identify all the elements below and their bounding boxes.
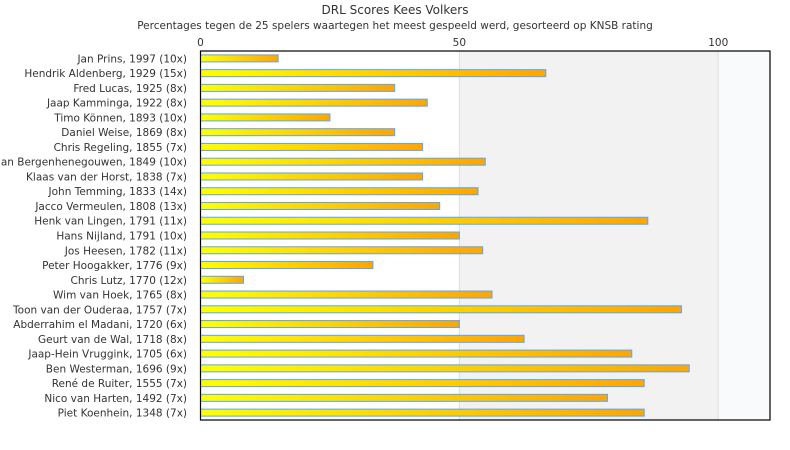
category-label: Jaap Kamminga, 1922 (8x)	[46, 98, 187, 110]
category-label: Timo Können, 1893 (10x)	[53, 112, 187, 124]
x-tick-label: 0	[197, 37, 204, 49]
bar[interactable]	[200, 290, 493, 299]
category-label: Fred Lucas, 1925 (8x)	[73, 83, 187, 95]
bar[interactable]	[200, 69, 547, 78]
bar[interactable]	[200, 364, 690, 373]
category-label: Jos Heesen, 1782 (11x)	[64, 245, 187, 257]
bar[interactable]	[200, 275, 244, 284]
category-label: Jaap-Hein Vruggink, 1705 (6x)	[27, 349, 187, 361]
category-label: Wim van Hoek, 1765 (8x)	[53, 290, 187, 302]
category-label: Abderrahim el Madani, 1720 (6x)	[13, 319, 187, 331]
bar[interactable]	[200, 231, 460, 240]
bar[interactable]	[200, 349, 633, 358]
chart-title: DRL Scores Kees Volkers	[322, 3, 469, 17]
category-label: Toon van der Ouderaa, 1757 (7x)	[12, 304, 187, 316]
bar[interactable]	[200, 305, 682, 314]
bar[interactable]	[200, 54, 279, 63]
category-label: Nico van Harten, 1492 (7x)	[44, 393, 187, 405]
category-label: Daniel Weise, 1869 (8x)	[61, 127, 187, 139]
category-label: René de Ruiter, 1555 (7x)	[52, 378, 187, 390]
bar[interactable]	[200, 334, 525, 343]
bar[interactable]	[200, 379, 645, 388]
category-label: Jan Prins, 1997 (10x)	[76, 53, 187, 65]
chart-subtitle: Percentages tegen de 25 spelers waartege…	[137, 20, 653, 32]
bar[interactable]	[200, 83, 396, 92]
category-label: Chris Lutz, 1770 (12x)	[71, 275, 187, 287]
bar[interactable]	[200, 128, 396, 137]
category-label: Hendrik Aldenberg, 1929 (15x)	[24, 68, 187, 80]
bar[interactable]	[200, 113, 331, 122]
category-label: Henk van Lingen, 1791 (11x)	[34, 216, 187, 228]
category-label: an Bergenhenegouwen, 1849 (10x)	[1, 157, 187, 169]
category-label: Klaas van der Horst, 1838 (7x)	[26, 171, 187, 183]
bar[interactable]	[200, 142, 424, 151]
bar[interactable]	[200, 157, 486, 166]
bar[interactable]	[200, 261, 374, 270]
bar[interactable]	[200, 98, 428, 107]
bar[interactable]	[200, 320, 460, 329]
category-label: Jacco Vermeulen, 1808 (13x)	[34, 201, 187, 213]
bar[interactable]	[200, 201, 441, 210]
category-label: Chris Regeling, 1855 (7x)	[54, 142, 187, 154]
category-label: Hans Nijland, 1791 (10x)	[56, 231, 187, 243]
category-label: Ben Westerman, 1696 (9x)	[46, 363, 187, 375]
bar[interactable]	[200, 187, 479, 196]
bar[interactable]	[200, 408, 645, 417]
bar[interactable]	[200, 172, 424, 181]
plot-band	[459, 51, 719, 420]
bar[interactable]	[200, 393, 608, 402]
category-label: John Temming, 1833 (14x)	[48, 186, 187, 198]
x-tick-label: 50	[453, 37, 466, 49]
x-tick-label: 100	[708, 37, 728, 49]
category-label: Piet Koenhein, 1348 (7x)	[58, 408, 187, 420]
category-label: Geurt van de Wal, 1718 (8x)	[38, 334, 187, 346]
category-label: Peter Hoogakker, 1776 (9x)	[42, 260, 187, 272]
plot-frame	[199, 50, 771, 421]
bar[interactable]	[200, 216, 649, 225]
plot-band	[718, 51, 770, 420]
bar[interactable]	[200, 246, 484, 255]
